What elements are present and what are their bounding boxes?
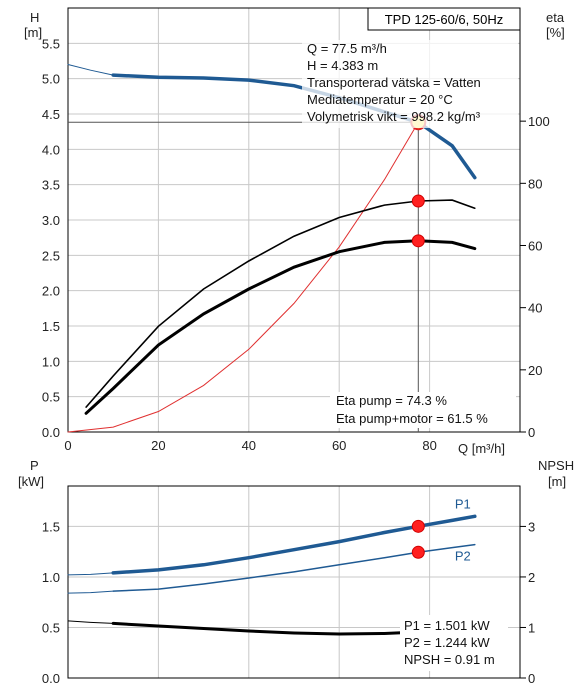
eta-total-marker — [411, 234, 425, 248]
eta-info: Eta pump = 74.3 % Eta pump+motor = 61.5 … — [330, 392, 516, 428]
y-right-tick-label: 20 — [528, 363, 542, 378]
p2-value: P2 = 1.244 kW — [404, 635, 490, 650]
series-H-ext — [67, 64, 114, 76]
info-flow: Q = 77.5 m³/h — [307, 41, 387, 56]
series-system-curve — [67, 121, 419, 433]
y-right-tick-label: 100 — [528, 114, 550, 129]
x-tick-label: 40 — [242, 438, 256, 453]
npsh-value: NPSH = 0.91 m — [404, 652, 495, 667]
p-label: P — [30, 458, 39, 473]
y-left-label: H — [30, 10, 39, 25]
p1-marker — [411, 519, 425, 533]
y-right-tick-label: 60 — [528, 238, 542, 253]
series-label-P2: P2 — [455, 549, 471, 564]
npsh-unit: [m] — [548, 474, 566, 489]
y-left-tick-label: 2.5 — [42, 248, 60, 263]
y-left-tick-label: 0.5 — [42, 390, 60, 405]
npsh-tick-label: 1 — [528, 620, 535, 635]
p-tick-label: 1.0 — [42, 570, 60, 585]
bottom-info: P1 = 1.501 kW P2 = 1.244 kW NPSH = 0.91 … — [400, 615, 508, 671]
y-left-tick-label: 1.0 — [42, 354, 60, 369]
y-left-unit: [m] — [24, 25, 42, 40]
y-left-tick-label: 5.0 — [42, 72, 60, 87]
info-temp: Mediatemperatur = 20 °C — [307, 92, 453, 107]
y-left-tick-label: 4.0 — [42, 142, 60, 157]
x-tick-label: 20 — [151, 438, 165, 453]
npsh-tick-label: 2 — [528, 570, 535, 585]
bottom-ticks: 0.0 0.5 1.0 1.5 0 1 2 3 — [42, 519, 535, 686]
p1-value: P1 = 1.501 kW — [404, 618, 490, 633]
top-ticks: 0 20 40 60 80 0.0 0.5 1.0 1.5 2.0 2.5 3.0 3.5 4.0 4.5 5… — [42, 36, 550, 453]
y-right-tick-label: 0 — [528, 425, 535, 440]
series-P2 — [112, 543, 476, 592]
y-left-tick-label: 0.0 — [42, 425, 60, 440]
y-left-tick-label: 3.0 — [42, 213, 60, 228]
info-head: H = 4.383 m — [307, 58, 378, 73]
y-right-label: eta — [546, 10, 565, 25]
p2-marker — [411, 545, 425, 559]
info-density: Volymetrisk vikt = 998.2 kg/m³ — [307, 109, 481, 124]
x-tick-label: 60 — [332, 438, 346, 453]
info-block: Q = 77.5 m³/h H = 4.383 m Transporterad … — [302, 40, 518, 128]
series-eta-pump — [85, 199, 476, 408]
npsh-tick-label: 3 — [528, 519, 535, 534]
y-left-tick-label: 3.5 — [42, 178, 60, 193]
info-liquid: Transporterad vätska = Vatten — [307, 75, 481, 90]
x-tick-label: 0 — [64, 438, 71, 453]
eta-pump-marker — [411, 194, 425, 208]
eta-pump-label: Eta pump = 74.3 % — [336, 393, 447, 408]
y-left-tick-label: 2.0 — [42, 284, 60, 299]
p-tick-label: 0.5 — [42, 620, 60, 635]
y-right-tick-label: 80 — [528, 176, 542, 191]
p-unit: [kW] — [18, 474, 44, 489]
x-tick-label: 80 — [422, 438, 436, 453]
series-P1 — [111, 514, 477, 575]
p-tick-label: 0.0 — [42, 671, 60, 686]
series-eta-pump-motor — [84, 239, 477, 415]
y-left-tick-label: 4.5 — [42, 107, 60, 122]
bottom-plot-frame — [67, 485, 521, 679]
y-right-unit: [%] — [546, 25, 565, 40]
y-left-tick-label: 1.5 — [42, 319, 60, 334]
x-axis-label: Q [m³/h] — [458, 441, 505, 456]
chart-title: TPD 125-60/6, 50Hz — [385, 12, 504, 27]
series-NPSH-ext — [67, 620, 114, 624]
series-P1-ext — [67, 572, 114, 576]
series-P2-ext — [67, 590, 114, 594]
y-right-tick-label: 40 — [528, 301, 542, 316]
p-tick-label: 1.5 — [42, 519, 60, 534]
eta-total-label: Eta pump+motor = 61.5 % — [336, 411, 488, 426]
npsh-tick-label: 0 — [528, 671, 535, 686]
y-left-tick-label: 5.5 — [42, 36, 60, 51]
series-label-P1: P1 — [455, 496, 471, 511]
chart-title-box — [367, 7, 521, 31]
npsh-label: NPSH — [538, 458, 574, 473]
